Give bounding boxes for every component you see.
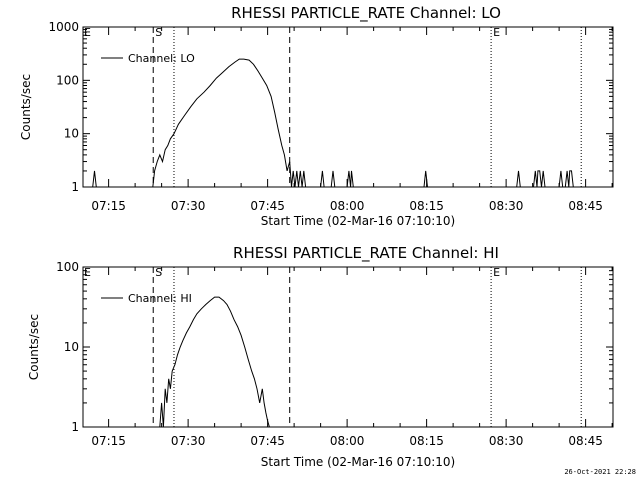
x-tick-label: 07:30 xyxy=(171,434,206,448)
x-tick-label: 08:30 xyxy=(489,199,524,213)
y-tick-label: 100 xyxy=(56,73,79,87)
chart-title: RHESSI PARTICLE_RATE Channel: LO xyxy=(231,4,501,23)
legend-label: Channel: LO xyxy=(128,52,195,65)
corner-marker-label: E xyxy=(84,266,91,279)
legend-label: Channel: HI xyxy=(128,292,192,305)
x-axis-label: Start Time (02-Mar-16 07:10:10) xyxy=(261,214,455,228)
y-tick-label: 1000 xyxy=(48,20,79,34)
corner-marker-label: E xyxy=(84,26,91,39)
chart-title: RHESSI PARTICLE_RATE Channel: HI xyxy=(233,244,499,263)
y-tick-label: 1 xyxy=(71,420,79,434)
generation-timestamp: 26-Oct-2021 22:28 xyxy=(564,468,636,476)
plot-frame xyxy=(82,26,614,188)
x-tick-label: 07:15 xyxy=(91,434,126,448)
x-tick-label: 07:15 xyxy=(91,199,126,213)
chart-panel-1: RHESSI PARTICLE_RATE Channel: HI 1 10 100 07… xyxy=(27,244,614,469)
x-axis-label: Start Time (02-Mar-16 07:10:10) xyxy=(261,455,455,469)
y-tick-label: 100 xyxy=(56,260,79,274)
x-tick-label: 07:45 xyxy=(250,434,285,448)
chart-panel-0: RHESSI PARTICLE_RATE Channel: LO 1 10 100 10… xyxy=(19,4,614,228)
x-tick-label: 08:15 xyxy=(409,434,444,448)
y-axis-label: Counts/sec xyxy=(27,314,41,380)
plot-frame xyxy=(82,266,614,428)
x-tick-label: 08:00 xyxy=(330,434,365,448)
event-marker-label: S xyxy=(155,266,162,279)
y-axis-label: Counts/sec xyxy=(19,74,33,140)
x-tick-label: 08:30 xyxy=(489,434,524,448)
x-tick-label: 08:45 xyxy=(568,199,603,213)
event-marker-label: E xyxy=(493,266,500,279)
series-line-0 xyxy=(83,58,613,188)
x-tick-label: 08:00 xyxy=(330,199,365,213)
x-tick-label: 07:30 xyxy=(171,199,206,213)
event-marker-label: E xyxy=(493,26,500,39)
y-tick-label: 10 xyxy=(64,127,79,141)
x-tick-label: 07:45 xyxy=(250,199,285,213)
event-marker-label: S xyxy=(155,26,162,39)
x-tick-label: 08:15 xyxy=(409,199,444,213)
y-tick-label: 1 xyxy=(71,180,79,194)
y-tick-label: 10 xyxy=(64,340,79,354)
x-tick-label: 08:45 xyxy=(568,434,603,448)
series-line-0 xyxy=(159,296,270,428)
